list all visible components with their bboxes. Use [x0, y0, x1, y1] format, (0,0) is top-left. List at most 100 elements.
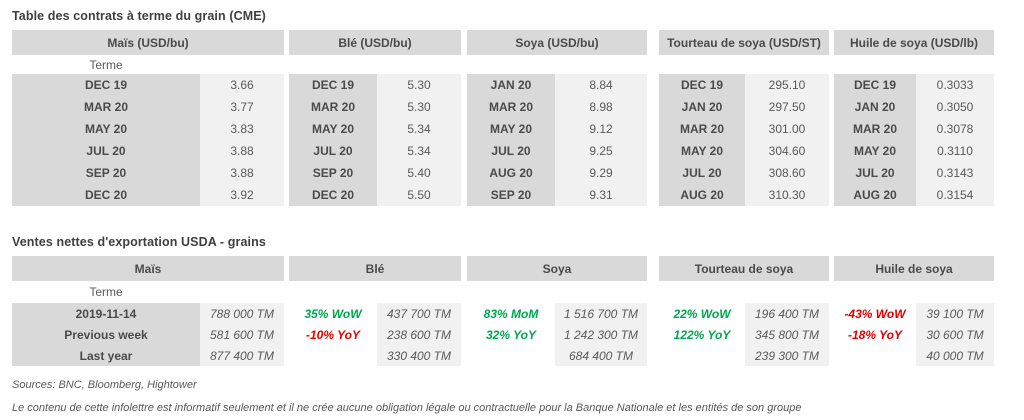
group-header-mais: Maïs (USD/bu): [12, 30, 284, 55]
contract-price: 9.25: [555, 140, 647, 162]
contract-price: 8.84: [555, 74, 647, 96]
export-volume: 788 000 TM: [200, 303, 284, 324]
contract-price: 3.66: [200, 74, 284, 96]
contract-month: MAY 20: [834, 140, 917, 162]
contract-price: 301.00: [745, 118, 830, 140]
exports-header-row: Maïs Blé Soya Tourteau de soya Huile de …: [12, 256, 994, 281]
exports-row: Previous week 581 600 TM -10% YoY 238 60…: [12, 324, 994, 345]
contract-price: 0.3078: [916, 118, 995, 140]
group-header-tourteau: Tourteau de soya: [659, 256, 829, 281]
contract-price: 310.30: [745, 184, 830, 206]
pct-change: 35% WoW: [289, 303, 377, 324]
contract-month: JUL 20: [834, 162, 917, 184]
group-header-mais: Maïs: [12, 256, 284, 281]
futures-row: DEC 20 3.92 DEC 20 5.50 SEP 20 9.31 AUG …: [12, 184, 995, 206]
section-spacer: [12, 206, 1012, 235]
contract-month: JAN 20: [659, 96, 745, 118]
contract-month: SEP 20: [467, 184, 555, 206]
contract-month: JUL 20: [289, 140, 377, 162]
contract-price: 5.30: [377, 96, 461, 118]
contract-price: 5.34: [377, 118, 461, 140]
contract-month: MAR 20: [467, 96, 555, 118]
pct-change: [289, 345, 377, 366]
group-header-huile: Huile de soya: [834, 256, 994, 281]
contract-month: MAY 20: [467, 118, 555, 140]
period-label: 2019-11-14: [12, 303, 200, 324]
contract-month: MAR 20: [659, 118, 745, 140]
pct-change: [467, 345, 555, 366]
group-header-soya: Soya: [467, 256, 647, 281]
contract-month: AUG 20: [834, 184, 917, 206]
futures-header-row: Maïs (USD/bu) Blé (USD/bu) Soya (USD/bu)…: [12, 30, 995, 55]
export-volume: 30 600 TM: [916, 324, 994, 345]
futures-row: MAR 20 3.77 MAR 20 5.30 MAR 20 8.98 JAN …: [12, 96, 995, 118]
futures-table: Maïs (USD/bu) Blé (USD/bu) Soya (USD/bu)…: [12, 30, 995, 206]
futures-row: SEP 20 3.88 SEP 20 5.40 AUG 20 9.29 JUL …: [12, 162, 995, 184]
contract-price: 0.3154: [916, 184, 995, 206]
contract-month: MAY 20: [659, 140, 745, 162]
contract-month: JAN 20: [834, 96, 917, 118]
futures-row: JUL 20 3.88 JUL 20 5.34 JUL 20 9.25 MAY …: [12, 140, 995, 162]
contract-month: MAY 20: [289, 118, 377, 140]
contract-price: 9.12: [555, 118, 647, 140]
period-label: Previous week: [12, 324, 200, 345]
group-header-soya: Soya (USD/bu): [467, 30, 647, 55]
contract-price: 5.34: [377, 140, 461, 162]
contract-price: 8.98: [555, 96, 647, 118]
contract-price: 3.77: [200, 96, 284, 118]
contract-month: DEC 20: [12, 184, 200, 206]
contract-month: JUL 20: [659, 162, 745, 184]
export-volume: 239 300 TM: [745, 345, 829, 366]
contract-month: AUG 20: [659, 184, 745, 206]
contract-month: MAY 20: [12, 118, 200, 140]
contract-price: 9.31: [555, 184, 647, 206]
contract-month: DEC 19: [12, 74, 200, 96]
contract-price: 5.50: [377, 184, 461, 206]
contract-month: DEC 19: [659, 74, 745, 96]
exports-table: Maïs Blé Soya Tourteau de soya Huile de …: [12, 256, 994, 366]
group-header-huile: Huile de soya (USD/lb): [834, 30, 995, 55]
export-volume: 1 242 300 TM: [555, 324, 647, 345]
exports-row: 2019-11-14 788 000 TM 35% WoW 437 700 TM…: [12, 303, 994, 324]
contract-month: DEC 20: [289, 184, 377, 206]
terme-label: Terme: [12, 281, 200, 303]
export-volume: 345 800 TM: [745, 324, 829, 345]
pct-change: [659, 345, 745, 366]
export-volume: 238 600 TM: [377, 324, 461, 345]
exports-row: Last year 877 400 TM 330 400 TM 684 400 …: [12, 345, 994, 366]
footer-sources: Sources: BNC, Bloomberg, Hightower: [12, 379, 197, 391]
futures-row: DEC 19 3.66 DEC 19 5.30 JAN 20 8.84 DEC …: [12, 74, 995, 96]
futures-table-title: Table des contrats à terme du grain (CME…: [12, 9, 266, 23]
group-header-ble: Blé (USD/bu): [289, 30, 461, 55]
contract-month: DEC 19: [289, 74, 377, 96]
contract-price: 5.40: [377, 162, 461, 184]
contract-price: 3.92: [200, 184, 284, 206]
futures-terme-row: Terme: [12, 55, 995, 74]
footer-disclaimer: Le contenu de cette infolettre est infor…: [12, 402, 802, 414]
contract-price: 304.60: [745, 140, 830, 162]
contract-price: 5.30: [377, 74, 461, 96]
contract-month: SEP 20: [12, 162, 200, 184]
contract-price: 0.3143: [916, 162, 995, 184]
export-volume: 196 400 TM: [745, 303, 829, 324]
exports-table-title: Ventes nettes d'exportation USDA - grain…: [12, 235, 266, 249]
contract-price: 0.3050: [916, 96, 995, 118]
contract-price: 9.29: [555, 162, 647, 184]
futures-row: MAY 20 3.83 MAY 20 5.34 MAY 20 9.12 MAR …: [12, 118, 995, 140]
export-volume: 39 100 TM: [916, 303, 994, 324]
export-volume: 684 400 TM: [555, 345, 647, 366]
export-volume: 877 400 TM: [200, 345, 284, 366]
pct-change: [834, 345, 916, 366]
contract-price: 0.3110: [916, 140, 995, 162]
contract-month: AUG 20: [467, 162, 555, 184]
export-volume: 581 600 TM: [200, 324, 284, 345]
group-header-ble: Blé: [289, 256, 461, 281]
contract-month: JUL 20: [467, 140, 555, 162]
contract-price: 3.88: [200, 162, 284, 184]
pct-change: -18% YoY: [834, 324, 916, 345]
period-label: Last year: [12, 345, 200, 366]
contract-month: JUL 20: [12, 140, 200, 162]
contract-price: 0.3033: [916, 74, 995, 96]
pct-change: 83% MoM: [467, 303, 555, 324]
